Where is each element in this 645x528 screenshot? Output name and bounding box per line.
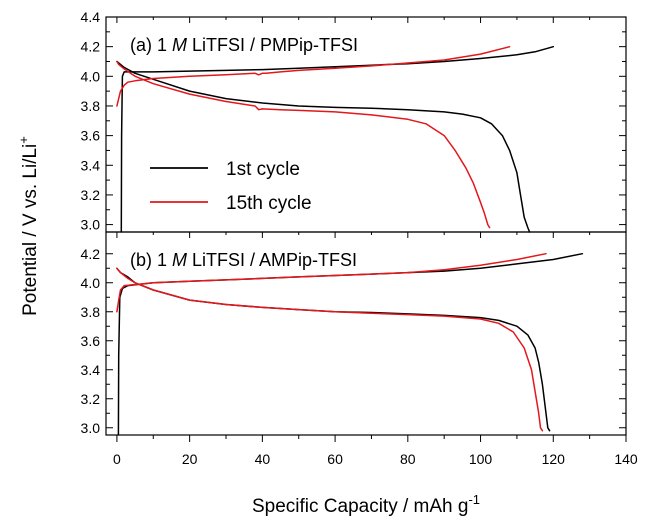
legend: 1st cycle 15th cycle (150, 159, 312, 214)
y-tick-label: 3.0 (81, 420, 101, 436)
y-tick-label: 3.2 (81, 187, 101, 203)
series-15th-cycle-panel-b-seg-1 (116, 267, 544, 432)
y-tick-label: 3.0 (81, 217, 101, 233)
x-tick-label: 100 (469, 451, 493, 467)
y-tick-label: 3.2 (81, 391, 101, 407)
series-1st-cycle-panel-a-seg-0 (120, 45, 555, 233)
series-15th-cycle-panel-b-seg-0 (116, 252, 547, 313)
x-tick-label: 0 (113, 451, 121, 467)
panel-b: 3.0 3.2 3.4 3.6 3.8 4.0 4.2 0 20 40 60 80 100 120 140 (… (81, 231, 638, 467)
y-tick-label: 3.4 (81, 157, 101, 173)
x-tick-label: 120 (542, 451, 566, 467)
legend-label: 15th cycle (226, 193, 312, 214)
legend-label: 1st cycle (226, 159, 300, 180)
y-tick-label: 3.6 (81, 333, 101, 349)
y-tick-label: 4.2 (81, 39, 101, 55)
x-tick-label: 140 (614, 451, 638, 467)
x-tick-label: 80 (400, 451, 416, 467)
y-tick-label: 4.4 (81, 9, 101, 25)
y-tick-label: 3.6 (81, 128, 101, 144)
series-15th-cycle-panel-a-seg-1 (116, 60, 491, 229)
x-tick-label: 40 (255, 451, 271, 467)
y-tick-label: 3.4 (81, 362, 101, 378)
y-tick-label: 4.0 (81, 68, 101, 84)
panel-b-frame (105, 231, 627, 436)
y-axis-title: Potential / V vs. Li/Li+ (16, 136, 41, 316)
series-1st-cycle-panel-a-seg-1 (116, 60, 531, 233)
series-15th-cycle-panel-a-seg-0 (116, 45, 511, 107)
x-tick-label: 20 (182, 451, 198, 467)
y-tick-label: 3.8 (81, 304, 101, 320)
panel-b-label: (b) 1 M LiTFSI / AMPip-TFSI (130, 250, 357, 270)
y-tick-label: 4.2 (81, 246, 101, 262)
x-tick-label: 60 (327, 451, 343, 467)
x-axis-title: Specific Capacity / mAh g-1 (252, 492, 480, 517)
panel-a-label: (a) 1 M LiTFSI / PMPip-TFSI (130, 35, 358, 55)
y-tick-label: 4.0 (81, 275, 101, 291)
panel-a: 3.0 3.2 3.4 3.6 3.8 4.0 4.2 4.4 (a) 1 M LiTFSI /… (81, 9, 627, 233)
series-1st-cycle-panel-b-seg-1 (116, 267, 551, 432)
y-tick-label: 3.8 (81, 98, 101, 114)
